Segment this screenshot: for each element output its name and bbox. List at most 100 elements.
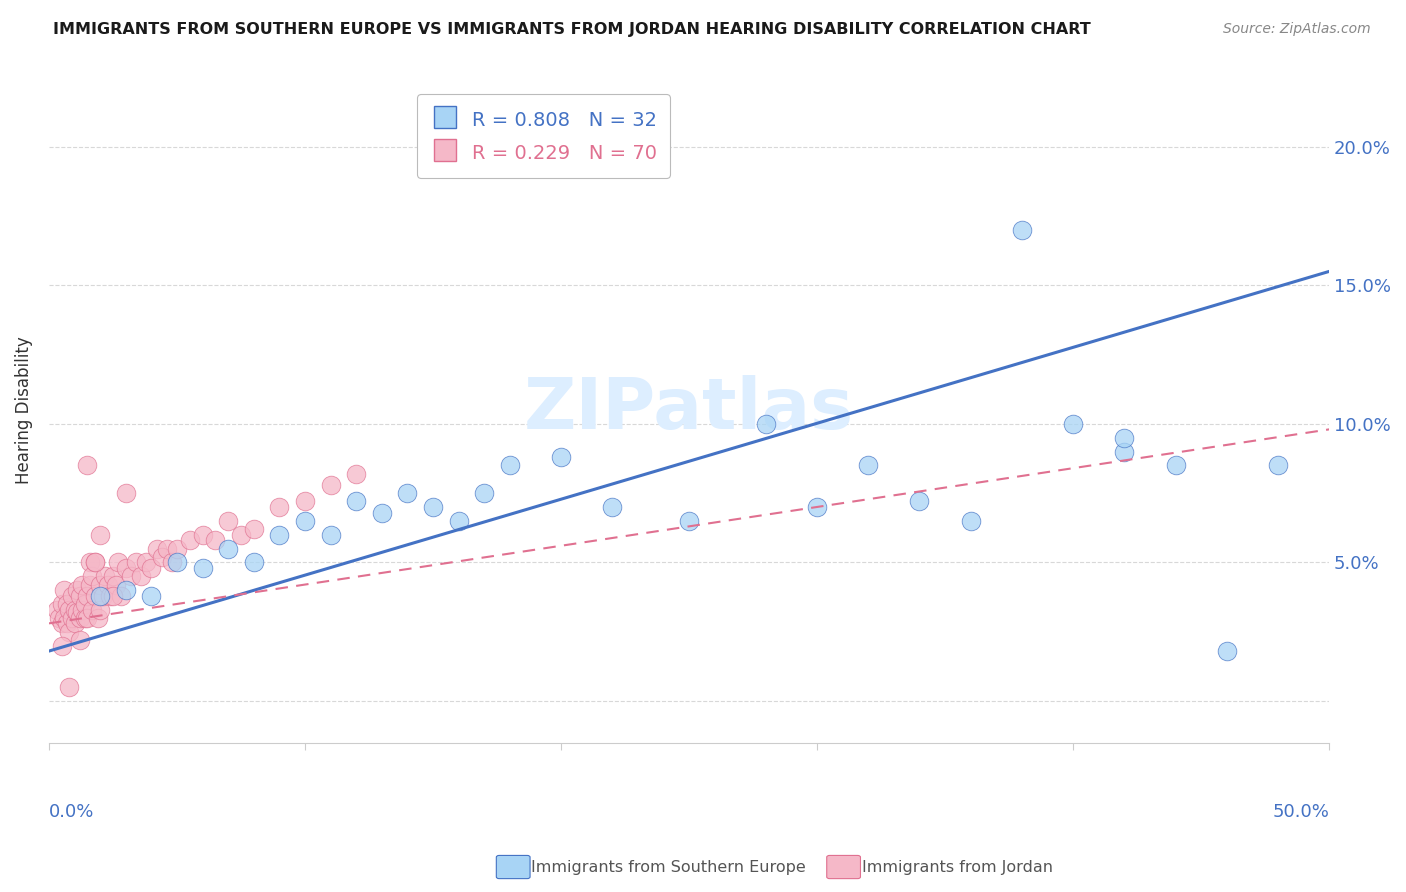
Point (114, 561, 136, 575)
Point (294, 514, 316, 528)
Point (76, 458, 98, 473)
Point (82, 569, 104, 583)
Point (755, 417, 778, 431)
Point (100, 589, 122, 603)
Point (217, 514, 239, 528)
Point (269, 527, 291, 541)
Point (73, 611, 96, 625)
Point (69, 632, 91, 647)
Text: Source: ZipAtlas.com: Source: ZipAtlas.com (1223, 22, 1371, 37)
Point (58, 680, 80, 694)
Point (114, 583, 136, 598)
Legend: R = 0.808   N = 32, R = 0.229   N = 70: R = 0.808 N = 32, R = 0.229 N = 70 (418, 94, 671, 178)
Point (84, 589, 107, 603)
Point (66, 583, 89, 598)
Point (110, 589, 132, 603)
Point (160, 555, 183, 569)
Point (908, 494, 931, 508)
Point (104, 577, 127, 591)
Point (56, 597, 79, 611)
Point (191, 561, 214, 575)
Point (86, 611, 108, 625)
Point (79, 577, 101, 591)
Point (499, 458, 522, 473)
Point (73, 597, 96, 611)
Point (51, 639, 73, 653)
Point (114, 486, 136, 500)
Point (91, 589, 114, 603)
Point (97, 577, 120, 591)
Point (89, 602, 111, 616)
Text: Immigrants from Southern Europe: Immigrants from Southern Europe (531, 860, 806, 874)
Point (1164, 458, 1187, 473)
Point (141, 561, 163, 575)
Point (69, 589, 91, 603)
Point (84, 555, 107, 569)
Point (89, 589, 111, 603)
Text: 0.0%: 0.0% (49, 804, 94, 822)
Point (53, 583, 76, 598)
Point (319, 477, 342, 491)
Point (72, 577, 94, 591)
Point (63, 616, 86, 631)
Point (145, 541, 167, 556)
Point (243, 555, 266, 569)
Point (204, 533, 226, 548)
Point (150, 549, 173, 564)
Y-axis label: Hearing Disability: Hearing Disability (15, 336, 32, 483)
Point (56, 616, 79, 631)
Point (371, 506, 394, 520)
Point (63, 602, 86, 616)
Point (60, 611, 83, 625)
Point (69, 611, 91, 625)
Point (294, 494, 316, 508)
Point (472, 486, 495, 500)
Text: IMMIGRANTS FROM SOUTHERN EUROPE VS IMMIGRANTS FROM JORDAN HEARING DISABILITY COR: IMMIGRANTS FROM SOUTHERN EUROPE VS IMMIG… (53, 22, 1091, 37)
Point (858, 458, 880, 473)
Point (806, 500, 828, 514)
Point (79, 555, 101, 569)
Point (229, 527, 252, 541)
Point (1215, 644, 1237, 658)
Point (243, 522, 266, 536)
Point (447, 514, 470, 528)
Point (1062, 417, 1084, 431)
Point (1114, 444, 1136, 458)
Point (166, 541, 188, 556)
Point (51, 597, 73, 611)
Text: Immigrants from Jordan: Immigrants from Jordan (862, 860, 1053, 874)
Point (191, 527, 214, 541)
Point (135, 555, 157, 569)
Point (678, 514, 700, 528)
Text: 50.0%: 50.0% (1272, 804, 1329, 822)
Point (84, 555, 107, 569)
Point (125, 555, 148, 569)
Point (82, 602, 104, 616)
Point (76, 611, 98, 625)
Point (58, 624, 80, 639)
Point (179, 533, 201, 548)
Point (94, 569, 117, 583)
Point (60, 589, 83, 603)
Point (58, 602, 80, 616)
Point (141, 589, 163, 603)
Point (45, 602, 67, 616)
Point (89, 527, 111, 541)
Point (1114, 431, 1136, 445)
Point (48, 611, 70, 625)
Point (959, 514, 981, 528)
Point (120, 569, 142, 583)
Point (396, 486, 419, 500)
Point (89, 577, 111, 591)
Text: ZIPatlas: ZIPatlas (524, 376, 853, 444)
Point (166, 555, 188, 569)
Point (344, 494, 367, 508)
Point (66, 605, 89, 619)
Point (1011, 223, 1033, 237)
Point (1267, 458, 1289, 473)
Point (101, 589, 124, 603)
Point (550, 450, 572, 464)
Point (269, 500, 291, 514)
Point (51, 616, 73, 631)
Point (101, 569, 124, 583)
